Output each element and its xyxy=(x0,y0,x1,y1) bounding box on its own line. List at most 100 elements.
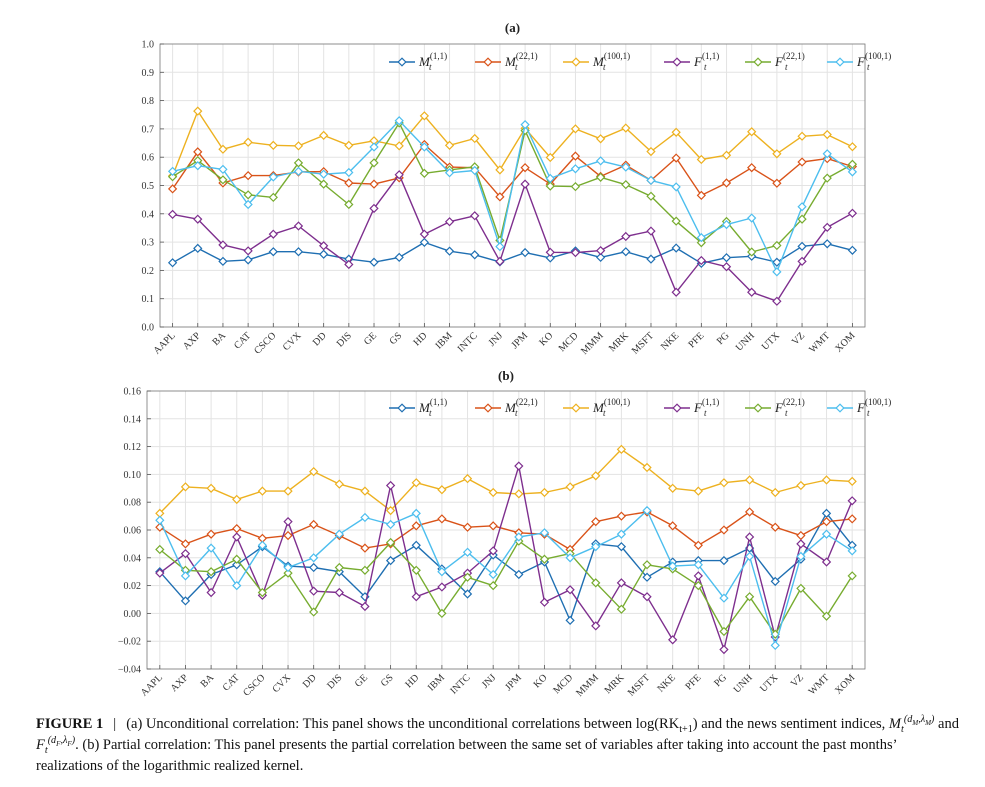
data-point xyxy=(821,475,832,485)
y-tick-label: 0.1 xyxy=(142,294,155,305)
x-tick-label: GS xyxy=(387,330,404,347)
legend-item: M(100,1) t xyxy=(563,51,630,72)
legend-label: F(1,1) t xyxy=(693,397,719,418)
data-point xyxy=(668,483,678,493)
data-point xyxy=(616,444,627,455)
data-point xyxy=(847,142,858,152)
x-tick-label: HD xyxy=(411,330,429,348)
data-point xyxy=(344,259,354,270)
x-tick-label: VZ xyxy=(790,330,807,347)
data-point xyxy=(520,179,530,189)
data-point xyxy=(283,530,293,541)
data-point xyxy=(319,179,329,189)
data-point xyxy=(167,166,178,176)
data-point xyxy=(394,252,404,263)
data-point xyxy=(232,580,242,591)
data-point xyxy=(821,557,832,567)
data-point xyxy=(797,131,807,141)
data-point xyxy=(437,582,447,592)
series-line xyxy=(159,511,853,551)
data-point xyxy=(437,485,447,495)
data-point xyxy=(309,519,319,530)
data-point xyxy=(696,154,706,165)
data-point xyxy=(283,562,293,573)
data-point xyxy=(206,587,216,598)
y-tick-label: 0.14 xyxy=(124,414,142,425)
data-point xyxy=(243,190,253,200)
data-point xyxy=(462,547,473,557)
data-point xyxy=(218,256,228,266)
data-point xyxy=(671,287,681,297)
data-point xyxy=(193,106,203,116)
data-point xyxy=(232,554,242,564)
data-point xyxy=(309,586,319,596)
data-point xyxy=(621,247,631,257)
data-point xyxy=(394,141,404,151)
data-point xyxy=(616,529,627,539)
data-point xyxy=(721,262,732,272)
data-point xyxy=(470,250,480,260)
data-point xyxy=(642,505,652,516)
data-point xyxy=(721,178,732,188)
data-point xyxy=(309,553,319,563)
x-tick-label: PG xyxy=(715,330,732,347)
x-tick-label: DD xyxy=(311,330,329,348)
data-point xyxy=(309,466,319,477)
data-point xyxy=(319,130,329,141)
legend-label: M(22,1) t xyxy=(504,397,538,418)
data-point xyxy=(293,247,304,257)
x-tick-label: MMM xyxy=(579,330,606,357)
legend-marker xyxy=(483,57,493,67)
caption-rk-sub: t+1 xyxy=(679,723,693,735)
data-point xyxy=(847,571,857,581)
data-point xyxy=(309,607,319,617)
series-line xyxy=(171,110,853,177)
data-point xyxy=(721,253,732,263)
caption-label: FIGURE 1 xyxy=(36,716,104,732)
y-tick-label: 1.0 xyxy=(142,40,155,51)
data-point xyxy=(721,219,732,230)
data-point xyxy=(770,487,780,498)
data-point xyxy=(514,532,524,542)
data-point xyxy=(642,592,652,602)
data-point xyxy=(180,548,191,559)
x-tick-label: DIS xyxy=(335,330,354,349)
data-point xyxy=(218,175,228,185)
x-tick-label: UTX xyxy=(758,672,781,695)
data-point xyxy=(646,254,656,264)
data-point xyxy=(671,243,681,253)
data-point xyxy=(344,167,354,178)
data-point xyxy=(257,540,268,550)
data-point xyxy=(693,580,703,591)
legend-item: F(22,1) t xyxy=(745,397,805,418)
data-point xyxy=(218,240,228,250)
data-point xyxy=(514,461,524,471)
legend-marker xyxy=(571,403,581,413)
data-point xyxy=(772,240,782,251)
data-point xyxy=(822,173,832,183)
series-0 xyxy=(155,508,857,625)
data-point xyxy=(616,604,627,614)
x-tick-label: AAPL xyxy=(139,672,165,698)
data-point xyxy=(385,505,396,516)
data-point xyxy=(419,229,430,239)
data-point xyxy=(591,471,601,481)
data-point xyxy=(167,209,178,220)
legend-label: M(1,1) t xyxy=(418,397,447,418)
data-point xyxy=(671,153,681,163)
data-point xyxy=(385,537,396,548)
x-tick-label: MRK xyxy=(603,672,627,696)
data-point xyxy=(495,192,505,202)
caption-f-sup: (dF,λF) xyxy=(47,735,76,749)
data-point xyxy=(167,172,178,182)
data-point xyxy=(180,596,191,606)
data-point xyxy=(243,255,253,265)
legend-label: F(1,1) t xyxy=(693,51,719,72)
data-point xyxy=(411,521,421,531)
data-point xyxy=(334,529,344,539)
data-point xyxy=(545,173,555,184)
data-point xyxy=(847,167,858,177)
data-point xyxy=(309,562,319,573)
x-tick-label: CSCO xyxy=(241,672,267,698)
data-point xyxy=(545,247,555,257)
